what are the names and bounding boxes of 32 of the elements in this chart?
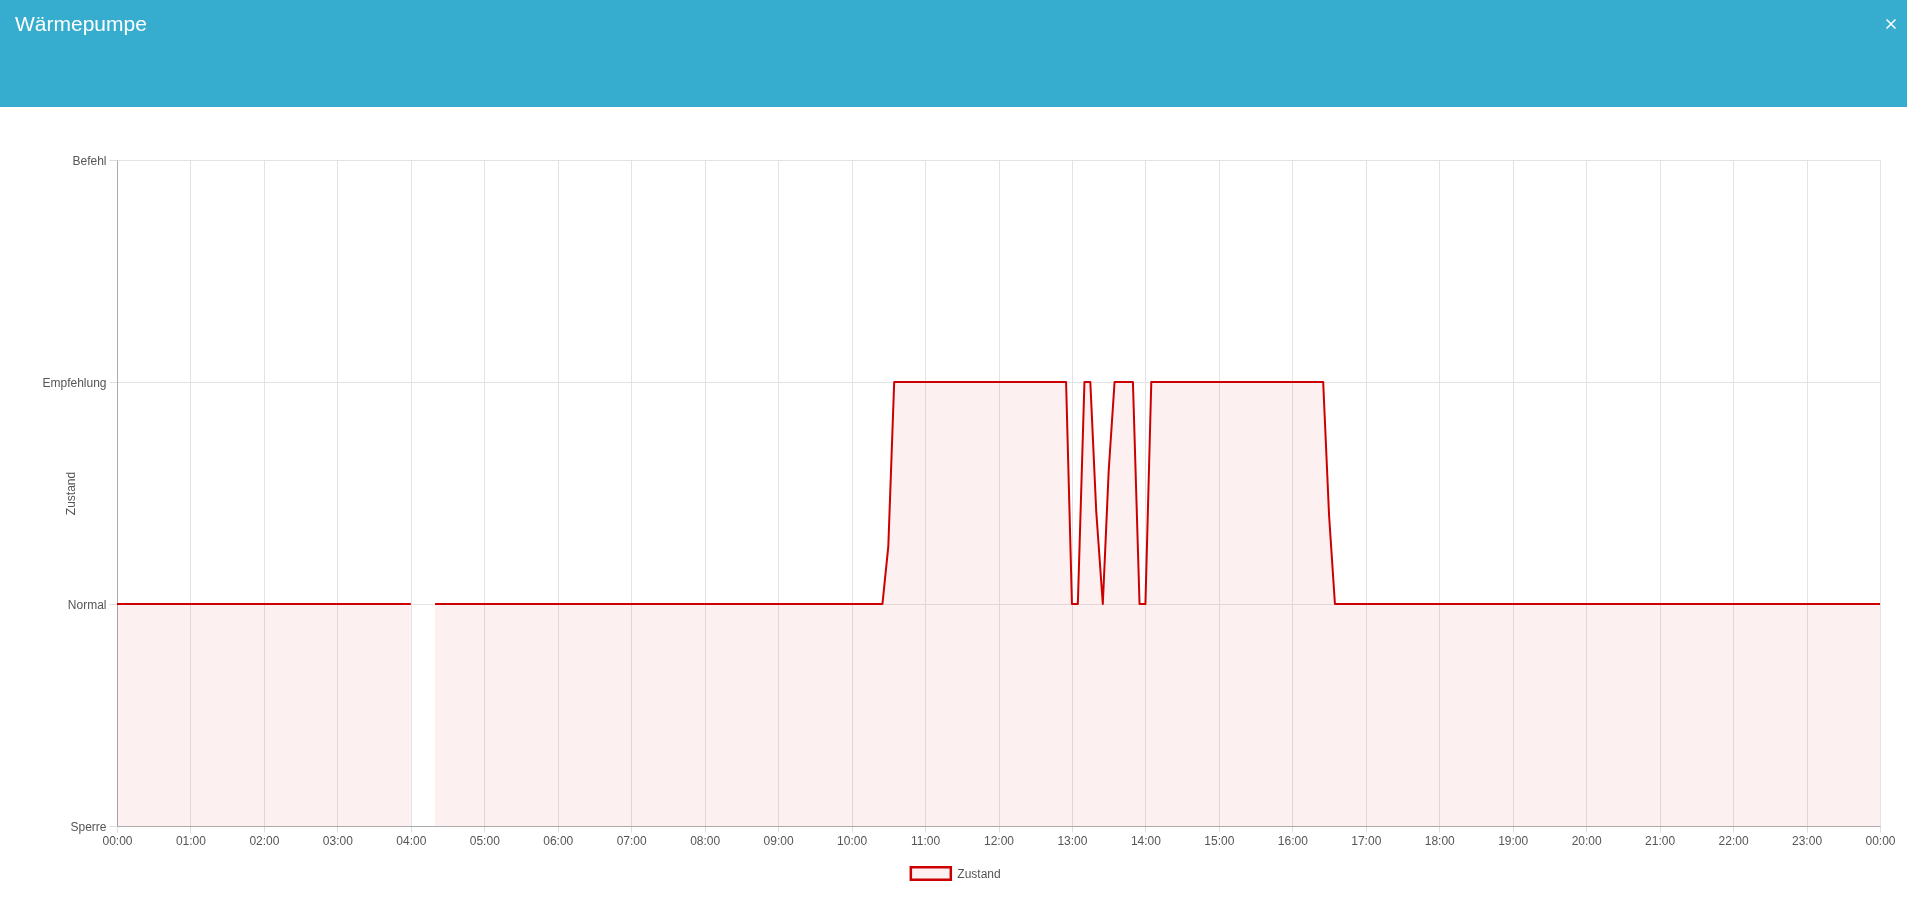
x-tick-label: 16:00 (1277, 833, 1309, 848)
x-tick-label: 12:00 (983, 833, 1015, 848)
x-tick-label: 02:00 (249, 833, 280, 848)
y-axis-title: Zustand (63, 471, 78, 516)
x-tick-label: 11:00 (910, 833, 941, 848)
x-tick-label: 22:00 (1718, 833, 1749, 848)
x-tick-label: 03:00 (322, 833, 354, 848)
x-tick-label: 14:00 (1130, 833, 1162, 848)
category-label: Befehl (72, 153, 107, 168)
x-tick-label: 13:00 (1057, 833, 1088, 848)
x-tick-label: 04:00 (396, 833, 427, 848)
x-tick-label: 18:00 (1424, 833, 1456, 848)
x-tick-label: 15:00 (1204, 833, 1235, 848)
x-tick-label: 09:00 (763, 833, 794, 848)
x-tick-label: 05:00 (469, 833, 501, 848)
category-label: Empfehlung (42, 375, 107, 390)
chart-title: Wärmepumpe (15, 11, 147, 37)
legend-label: Zustand (957, 866, 1001, 881)
x-tick-label: 21:00 (1645, 833, 1676, 848)
x-tick-label: 10:00 (837, 833, 868, 848)
x-tick-label: 07:00 (616, 833, 648, 848)
x-tick-label: 20:00 (1571, 833, 1603, 848)
x-tick-label: 08:00 (690, 833, 721, 848)
x-tick-label: 23:00 (1792, 833, 1823, 848)
category-label: Sperre (70, 819, 107, 834)
x-tick-label: 17:00 (1351, 833, 1382, 848)
x-tick-label: 06:00 (543, 833, 574, 848)
x-tick-label: 00:00 (102, 833, 133, 848)
x-tick-label: 19:00 (1498, 833, 1529, 848)
x-tick-label: 00:00 (1865, 833, 1896, 848)
x-tick-label: 01:00 (175, 833, 207, 848)
category-label: Normal (67, 597, 107, 612)
